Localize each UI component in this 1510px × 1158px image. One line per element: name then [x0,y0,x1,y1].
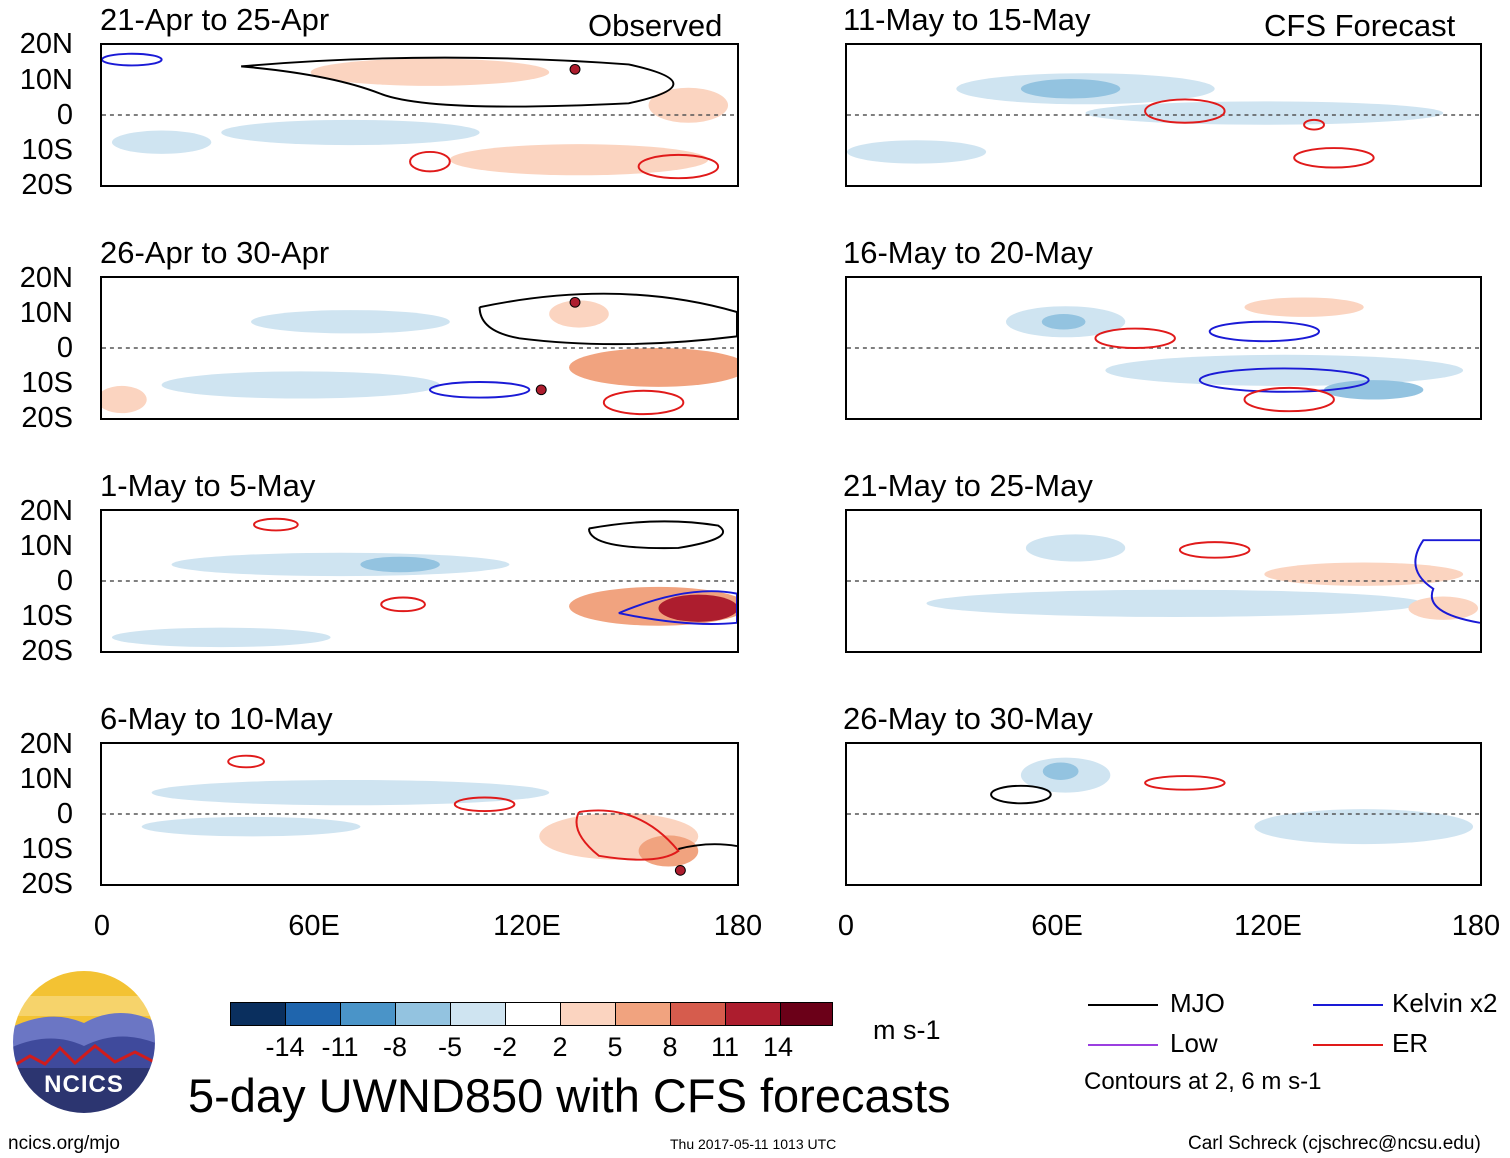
lon-label: 60E [1031,910,1083,942]
lon-label: 60E [288,910,340,942]
legend-line-kelvin [1313,1004,1383,1006]
footer-credit: Carl Schreck (cjschrec@ncsu.edu) [1188,1133,1481,1154]
lat-label: 10S [21,134,73,166]
panel-title-fcst-1: 11-May to 15-May [843,2,1091,37]
map-panel-obs-3 [100,509,739,653]
lat-label: 10S [21,600,73,632]
lat-label: 20S [21,635,73,667]
lat-label: 0 [56,332,73,364]
legend-line-mjo [1088,1004,1158,1006]
panel-title-fcst-2: 16-May to 20-May [843,235,1093,270]
legend-label-low: Low [1170,1028,1218,1058]
colorbar-tick: -2 [492,1032,518,1062]
main-title: 5-day UWND850 with CFS forecasts [188,1069,951,1122]
observed-label: Observed [588,8,723,43]
panel-title-obs-3: 1-May to 5-May [100,468,316,503]
colorbar-bin [230,1002,286,1026]
lat-label: 10S [21,833,73,865]
lat-label: 20S [21,402,73,434]
colorbar-bin [560,1002,616,1026]
lat-label: 10N [19,297,73,329]
colorbar-bin [725,1002,781,1026]
lat-label: 0 [56,99,73,131]
legend-label-er: ER [1392,1028,1429,1058]
colorbar-tick: 11 [710,1032,740,1062]
lat-label: 10N [19,763,73,795]
lon-label: 120E [1234,910,1302,942]
lat-label: 20N [19,495,73,527]
lat-label: 20N [19,28,73,60]
lat-label: 10S [21,367,73,399]
colorbar-bin [670,1002,726,1026]
colorbar-tick: 8 [662,1032,678,1062]
colorbar-tick: -8 [382,1032,408,1062]
lon-label: 0 [837,910,855,942]
colorbar-bin [505,1002,561,1026]
lat-label: 20S [21,868,73,900]
legend-note: Contours at 2, 6 m s-1 [1084,1068,1322,1095]
lat-label: 20S [21,169,73,201]
lat-label: 0 [56,565,73,597]
legend-line-er [1313,1044,1383,1046]
colorbar-tick: 2 [552,1032,568,1062]
lat-label: 0 [56,798,73,830]
footer-url[interactable]: ncics.org/mjo [8,1133,120,1154]
map-panel-fcst-2 [845,276,1482,420]
panel-title-obs-1: 21-Apr to 25-Apr [100,2,330,37]
map-panel-fcst-4 [845,742,1482,886]
lat-label: 20N [19,728,73,760]
colorbar-bin [780,1002,833,1026]
legend-line-low [1088,1044,1158,1046]
panel-title-obs-4: 6-May to 10-May [100,701,333,736]
map-panel-obs-4 [100,742,739,886]
ncics-logo: NCICS [10,968,158,1116]
panel-title-obs-2: 26-Apr to 30-Apr [100,235,330,270]
colorbar-bin [395,1002,451,1026]
lon-label: 0 [93,910,111,942]
footer-timestamp: Thu 2017-05-11 1013 UTC [670,1136,837,1152]
colorbar-tick: 14 [762,1032,794,1062]
lat-label: 20N [19,262,73,294]
legend-label-kelvin: Kelvin x2 [1392,988,1498,1018]
cfs-forecast-label: CFS Forecast [1264,8,1456,43]
colorbar-tick: -11 [321,1032,359,1062]
panel-title-fcst-4: 26-May to 30-May [843,701,1093,736]
lon-label: 180 [1451,910,1501,942]
lon-label: 120E [493,910,561,942]
map-panel-fcst-3 [845,509,1482,653]
lat-label: 10N [19,530,73,562]
panel-title-fcst-3: 21-May to 25-May [843,468,1093,503]
legend-label-mjo: MJO [1170,988,1225,1018]
map-panel-obs-1 [100,43,739,187]
colorbar-units: m s-1 [873,1015,941,1045]
colorbar-bin [340,1002,396,1026]
colorbar-bin [450,1002,506,1026]
colorbar-bin [285,1002,341,1026]
colorbar-tick: -14 [265,1032,305,1062]
colorbar-tick: -5 [437,1032,463,1062]
colorbar-tick: 5 [607,1032,623,1062]
lat-label: 10N [19,64,73,96]
lon-label: 180 [713,910,763,942]
map-panel-fcst-1 [845,43,1482,187]
colorbar-bin [615,1002,671,1026]
logo-text: NCICS [44,1071,124,1098]
map-panel-obs-2 [100,276,739,420]
